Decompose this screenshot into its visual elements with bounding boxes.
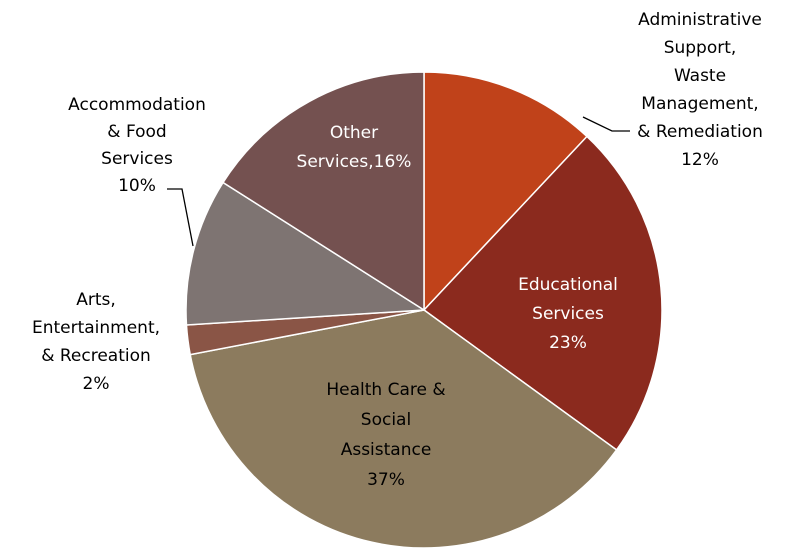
value-label: 2%	[83, 374, 110, 394]
pie-slice	[222, 71, 425, 312]
label-line: & Food	[107, 122, 166, 142]
slice-label: Health Care & Social Assistance 37%	[326, 380, 445, 490]
label-line: Accommodation	[68, 95, 206, 115]
label-line: Services	[101, 149, 173, 169]
label-line: Educational	[518, 275, 618, 295]
slice-label: Other Services,16%	[297, 123, 412, 172]
label-line: Services,	[297, 152, 374, 172]
pie-slice	[423, 71, 588, 312]
slice-label: Administrative Support, Waste Management, & …	[637, 10, 763, 170]
leader-line	[167, 188, 194, 247]
pie-slice	[422, 135, 663, 451]
leader-line	[582, 116, 630, 132]
label-line: Services	[532, 304, 604, 324]
label-line: Social	[361, 410, 411, 430]
label-line: Waste	[674, 66, 726, 86]
value-label: 10%	[118, 176, 156, 196]
pie-slice	[189, 309, 618, 549]
pie-slice	[185, 181, 427, 326]
label-line: Other	[330, 123, 378, 143]
slice-label: Educational Services 23%	[518, 275, 618, 353]
label-line: Management,	[641, 94, 758, 114]
label-line: Arts,	[76, 290, 116, 310]
label-line: Support,	[664, 38, 737, 58]
label-line: & Remediation	[637, 122, 763, 142]
value-label: 37%	[367, 470, 405, 490]
value-label: 12%	[681, 150, 719, 170]
label-line: Assistance	[341, 440, 432, 460]
label-line: & Recreation	[41, 346, 151, 366]
slice-label: Arts, Entertainment, & Recreation 2%	[32, 290, 160, 394]
label-line: Entertainment,	[32, 318, 160, 338]
slice-label: Accommodation & Food Services 10%	[68, 95, 206, 196]
value-label: 16%	[374, 152, 412, 172]
value-label: 23%	[549, 333, 587, 353]
label-line: Health Care &	[326, 380, 445, 400]
label-line: Administrative	[638, 10, 762, 30]
